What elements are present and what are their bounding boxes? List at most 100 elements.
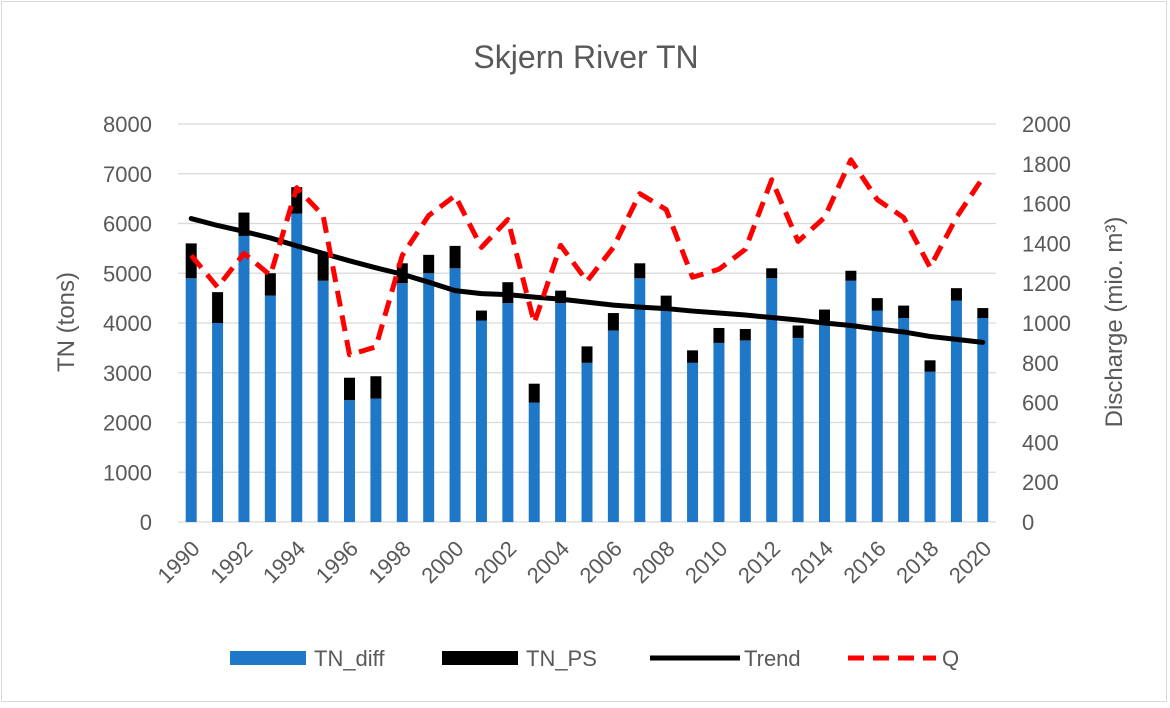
y2-axis-title: Discharge (mio. m³) <box>1101 217 1128 428</box>
x-tick-label: 2012 <box>733 536 785 588</box>
bar-tn-ps <box>370 376 382 399</box>
x-tick-label: 1996 <box>311 536 363 588</box>
y-tick-label: 4000 <box>103 311 152 336</box>
bar-tn-ps <box>898 305 910 319</box>
y-tick-label: 5000 <box>103 261 152 286</box>
legend-label: Q <box>942 646 959 671</box>
bar-tn-diff <box>449 268 461 522</box>
y2-tick-label: 1800 <box>1022 152 1071 177</box>
bar-tn-diff <box>344 400 356 522</box>
bar-tn-diff <box>212 323 224 522</box>
q-line <box>189 157 985 358</box>
y2-tick-label: 400 <box>1022 430 1059 455</box>
y-tick-label: 3000 <box>103 361 152 386</box>
y2-tick-label: 1400 <box>1022 231 1071 256</box>
y2-tick-label: 600 <box>1022 391 1059 416</box>
bar-tn-ps <box>818 309 830 323</box>
bar-tn-diff <box>528 402 540 522</box>
bar-tn-diff <box>634 278 646 522</box>
y-tick-label: 2000 <box>103 411 152 436</box>
bar-tn-diff <box>185 278 197 522</box>
bar-tn-ps <box>449 245 461 269</box>
x-tick-label: 1990 <box>152 536 204 588</box>
bar-tn-ps <box>317 253 329 281</box>
legend-swatch <box>230 651 306 665</box>
bar-tn-diff <box>475 320 487 522</box>
bar-tn-ps <box>238 212 250 236</box>
bar-tn-diff <box>977 318 989 522</box>
bar-tn-ps <box>660 295 672 309</box>
y2-tick-label: 800 <box>1022 351 1059 376</box>
chart-title: Skjern River TN <box>473 39 698 75</box>
bar-tn-diff <box>687 362 699 522</box>
bar-tn-diff <box>607 330 619 522</box>
x-tick-label: 2006 <box>575 536 627 588</box>
y-tick-label: 1000 <box>103 460 152 485</box>
bar-tn-diff <box>291 213 303 523</box>
x-tick-label: 2010 <box>680 536 732 588</box>
legend: TN_diff TN_PS Trend Q <box>230 646 959 671</box>
bar-tn-diff <box>317 280 329 522</box>
bar-tn-diff <box>713 342 725 522</box>
bar-tn-diff <box>370 398 382 522</box>
bar-tn-diff <box>502 303 514 522</box>
x-tick-label: 2002 <box>469 536 521 588</box>
bar-tn-diff <box>766 278 778 522</box>
bar-tn-ps <box>475 310 487 321</box>
y-tick-label: 8000 <box>103 112 152 137</box>
legend-label: Trend <box>744 646 801 671</box>
bar-tn-diff <box>871 310 883 522</box>
y-axis-title: TN (tons) <box>53 272 80 372</box>
x-tick-label: 1992 <box>205 536 257 588</box>
y2-tick-label: 1600 <box>1022 192 1071 217</box>
bar-tn-ps <box>687 350 699 363</box>
x-axis: 1990 1992 1994 1996 1998 2000 2002 2004 2006 2008… <box>152 536 996 588</box>
bar-tn-diff <box>818 323 830 522</box>
y-tick-label: 0 <box>140 510 152 535</box>
legend-label: TN_PS <box>526 646 597 671</box>
bar-tn-ps <box>977 308 989 319</box>
bar-tn-ps <box>581 346 593 363</box>
trend-line <box>188 216 986 345</box>
bar-tn-diff <box>898 318 910 522</box>
bar-tn-ps <box>607 313 619 331</box>
x-tick-label: 2018 <box>891 536 943 588</box>
y2-tick-label: 200 <box>1022 470 1059 495</box>
bar-tn-ps <box>950 288 962 301</box>
bar-tn-diff <box>845 280 857 522</box>
bar-tn-ps <box>634 263 646 279</box>
y2-tick-label: 2000 <box>1022 112 1071 137</box>
x-tick-label: 2004 <box>522 536 574 588</box>
bar-tn-ps <box>423 254 435 274</box>
bar-tn-diff <box>423 273 435 522</box>
y2-tick-label: 0 <box>1022 510 1034 535</box>
bar-tn-diff <box>792 337 804 522</box>
x-tick-label: 2016 <box>839 536 891 588</box>
legend-swatch <box>442 651 518 665</box>
legend-label: TN_diff <box>314 646 385 671</box>
bar-tn-ps <box>924 360 936 372</box>
bar-layer <box>185 187 989 523</box>
y-axis-right: 0 200 400 600 800 1000 1200 1400 1600 1800 2000 <box>1022 112 1071 535</box>
bar-tn-ps <box>792 325 804 338</box>
bar-tn-ps <box>528 383 540 403</box>
y-tick-label: 7000 <box>103 162 152 187</box>
bar-tn-diff <box>924 371 936 522</box>
y2-tick-label: 1000 <box>1022 311 1071 336</box>
x-tick-label: 1998 <box>364 536 416 588</box>
bar-tn-ps <box>845 270 857 281</box>
bar-tn-diff <box>739 340 751 522</box>
bar-tn-ps <box>713 327 725 343</box>
bar-tn-diff <box>396 283 408 522</box>
bar-tn-diff <box>660 308 672 522</box>
x-tick-label: 1994 <box>258 536 310 588</box>
bar-tn-ps <box>766 268 778 279</box>
y-axis-left: 0 1000 2000 3000 4000 5000 6000 7000 8000 <box>103 112 152 535</box>
bar-tn-diff <box>581 362 593 522</box>
y-tick-label: 6000 <box>103 212 152 237</box>
bar-tn-ps <box>871 298 883 311</box>
bar-tn-ps <box>291 187 303 214</box>
bar-tn-ps <box>344 377 356 401</box>
